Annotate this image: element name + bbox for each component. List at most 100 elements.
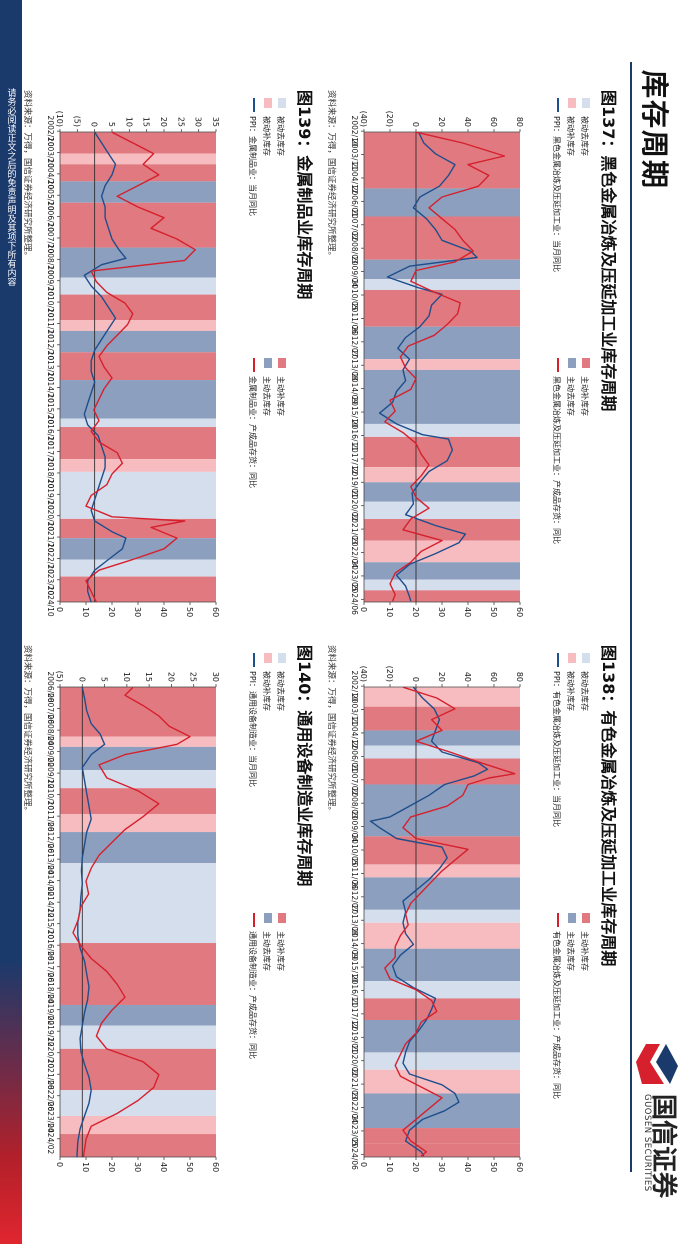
left-tick-label: 60	[489, 117, 498, 127]
legend-swatch	[278, 913, 286, 923]
right-tick-label: 30	[437, 1162, 446, 1172]
inventory-series-line	[384, 686, 516, 1157]
legend-label: 有色金属冶炼及压延加工业：产成品存货：同比	[552, 931, 562, 1099]
legend-swatch	[568, 98, 576, 108]
x-tick-label: 2015/10	[350, 951, 359, 982]
phase-band	[60, 559, 216, 577]
phase-band	[60, 788, 216, 814]
phase-band	[364, 132, 520, 189]
legend-label: 主动去库存	[566, 376, 576, 416]
x-tick-label: 2008/10	[46, 244, 55, 275]
phase-band	[364, 687, 520, 707]
phase-band	[364, 562, 520, 580]
x-tick-label: 2020/02	[350, 1045, 359, 1076]
phase-band	[60, 471, 216, 519]
legend-label: 被动去库存	[580, 116, 590, 156]
x-tick-label: 2023/05	[350, 1115, 359, 1146]
phase-band	[60, 1134, 216, 1158]
phase-band	[364, 1019, 520, 1053]
legend-swatch	[568, 358, 576, 368]
ppi-series-line	[369, 686, 489, 1157]
x-tick-label: 2013/08	[350, 905, 359, 936]
x-tick-label: 2016/10	[46, 415, 55, 446]
left-tick-label: 20	[166, 672, 175, 682]
left-tick-label: 80	[515, 117, 524, 127]
right-tick-label: 0	[359, 607, 368, 612]
right-tick-label: 60	[515, 607, 524, 617]
phase-band	[60, 181, 216, 203]
phase-band	[60, 1025, 216, 1049]
x-tick-label: 2017/10	[46, 436, 55, 467]
phase-band	[60, 294, 216, 321]
phase-band	[364, 590, 520, 602]
x-tick-label: 2004/12	[350, 717, 359, 748]
legend-label: 通用设备制造业：产成品存货：同比	[248, 931, 258, 1059]
phase-band	[364, 1128, 520, 1144]
right-tick-label: 50	[489, 1162, 498, 1172]
logo-name-en: GUOSEN SECURITIES	[642, 1094, 652, 1192]
x-tick-label: 2003/10	[46, 137, 55, 168]
x-tick-label: 2003/11	[350, 694, 359, 725]
phase-band	[364, 1093, 520, 1129]
legend-swatch	[264, 358, 272, 368]
x-tick-label: 2006/08	[46, 672, 55, 703]
left-tick-label: 40	[463, 672, 472, 682]
right-tick-label: 10	[385, 1162, 394, 1172]
x-tick-label: 2009/04	[350, 811, 359, 842]
chart-panel-139: 图139：金属制品业库存周期 被动去库存 被动补库存 PPI：金属制品业：当月同比主…	[18, 90, 318, 645]
phase-band	[60, 352, 216, 381]
phase-band	[364, 359, 520, 370]
x-tick-label: 2009/02	[46, 736, 55, 767]
page-title: 库存周期	[638, 70, 671, 191]
x-tick-label: 2015/10	[46, 393, 55, 424]
right-tick-label: 20	[411, 607, 420, 617]
x-tick-label: 2024/06	[350, 584, 359, 615]
left-tick-label: 5	[107, 122, 116, 127]
chart-panel-137: 图137：黑色金属冶炼及压延加工业库存周期 被动去库存 被动补库存 PPI：黑色金属…	[322, 90, 622, 645]
x-tick-label: 2007/10	[46, 222, 55, 253]
legend-swatch	[278, 358, 286, 368]
title-rule	[630, 62, 632, 1172]
phase-band	[60, 813, 216, 833]
right-tick-label: 20	[107, 607, 116, 617]
right-tick-label: 20	[107, 1162, 116, 1172]
x-tick-label: 2007/02	[350, 764, 359, 795]
phase-band	[364, 423, 520, 437]
chart-source: 资料来源：万得，国信证券经济研究所整理。	[326, 90, 336, 261]
x-tick-label: 2023/05	[350, 560, 359, 591]
legend-label: 黑色金属冶炼及压延加工业：产成品存货：同比	[552, 376, 562, 544]
x-tick-label: 2011/06	[350, 303, 359, 334]
left-tick-label: 30	[211, 672, 220, 682]
phase-band	[364, 369, 520, 424]
x-tick-label: 2010/10	[46, 286, 55, 317]
phase-band	[60, 153, 216, 165]
left-tick-label: (20)	[385, 666, 394, 682]
left-tick-label: 30	[194, 117, 203, 127]
chart-title: 图140：通用设备制造业库存周期	[295, 645, 314, 887]
x-tick-label: 2010/05	[350, 279, 359, 310]
phase-band	[364, 289, 520, 327]
chart-panel-138: 图138：有色金属冶炼及压延加工业库存周期 被动去库存 被动补库存 PPI：有色金属…	[322, 645, 622, 1200]
phase-band	[364, 922, 520, 949]
phase-band	[364, 482, 520, 502]
x-tick-label: 2006/01	[350, 741, 359, 772]
legend-label: 金属制品业：产成品存货：同比	[248, 376, 258, 488]
x-tick-label: 2019/12	[46, 1016, 55, 1047]
phase-band	[60, 1090, 216, 1116]
x-tick-label: 2019/01	[350, 467, 359, 498]
right-tick-label: 60	[211, 1162, 220, 1172]
right-tick-label: 20	[411, 1162, 420, 1172]
right-tick-label: 30	[437, 607, 446, 617]
legend-swatch	[278, 98, 286, 108]
x-tick-label: 2017/06	[46, 951, 55, 982]
phase-band	[364, 784, 520, 837]
inventory-series-line	[85, 131, 196, 603]
x-tick-label: 2023/10	[46, 564, 55, 595]
phase-band	[364, 1143, 520, 1157]
x-tick-label: 2016/08	[46, 930, 55, 961]
x-tick-label: 2010/05	[350, 834, 359, 865]
